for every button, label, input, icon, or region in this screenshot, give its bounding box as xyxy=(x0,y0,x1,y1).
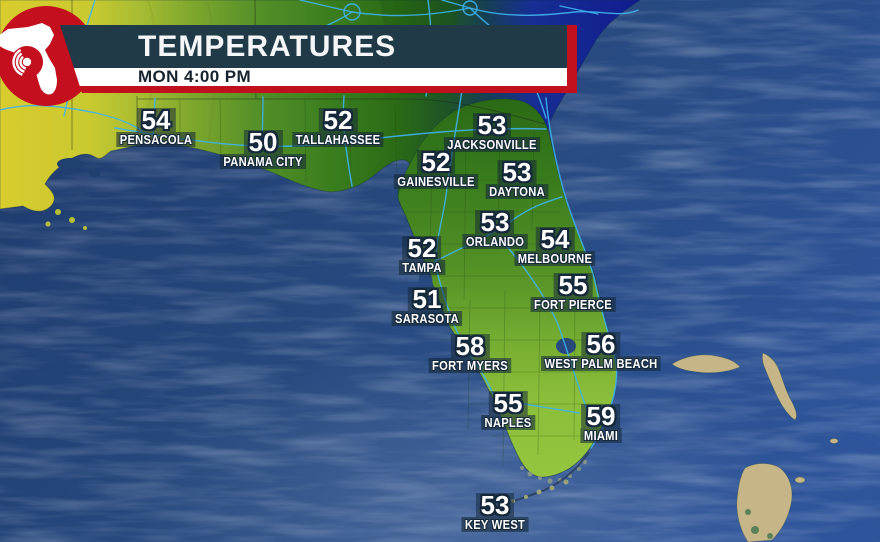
banner-title-row: TEMPERATURES xyxy=(60,25,567,68)
temp-value: 54 xyxy=(136,107,176,133)
city-label: JACKSONVILLE xyxy=(443,137,541,152)
temp-value: 53 xyxy=(472,112,512,138)
city-label: TAMPA xyxy=(398,260,446,275)
temp-value: 51 xyxy=(407,286,447,312)
temp-station-west-palm-beach: 56 WEST PALM BEACH xyxy=(531,331,670,371)
city-label: DAYTONA xyxy=(485,184,549,199)
page-title: TEMPERATURES xyxy=(138,29,397,63)
city-label: TALLAHASSEE xyxy=(292,132,384,147)
city-label: FORT MYERS xyxy=(428,358,512,373)
city-label: FORT PIERCE xyxy=(530,297,616,312)
banner-timestamp-row: MON 4:00 PM xyxy=(60,67,567,86)
city-label: KEY WEST xyxy=(461,517,529,532)
radar-icon-dot xyxy=(22,57,32,67)
temp-station-melbourne: 54 MELBOURNE xyxy=(508,226,602,266)
temp-value: 50 xyxy=(243,129,283,155)
city-label: MIAMI xyxy=(580,428,622,443)
temp-value: 59 xyxy=(581,403,621,429)
city-label: PANAMA CITY xyxy=(219,154,307,169)
title-banner: TEMPERATURES MON 4:00 PM xyxy=(60,25,577,93)
temp-value: 52 xyxy=(318,107,358,133)
temp-station-naples: 55 NAPLES xyxy=(477,390,540,430)
temp-station-tampa: 52 TAMPA xyxy=(395,235,449,275)
temp-station-panama-city: 50 PANAMA CITY xyxy=(213,129,313,169)
temp-value: 54 xyxy=(535,226,575,252)
temp-station-orlando: 53 ORLANDO xyxy=(457,209,533,249)
temp-value: 55 xyxy=(553,272,593,298)
delta-lakes xyxy=(45,158,101,230)
temp-station-gainesville: 52 GAINESVILLE xyxy=(387,149,485,189)
temp-station-jacksonville: 53 JACKSONVILLE xyxy=(436,112,548,152)
temp-station-key-west: 53 KEY WEST xyxy=(456,492,534,532)
temp-value: 52 xyxy=(416,149,456,175)
temp-station-pensacola: 54 PENSACOLA xyxy=(110,107,202,147)
temp-value: 56 xyxy=(581,331,621,357)
city-label: PENSACOLA xyxy=(116,132,196,147)
city-label: WEST PALM BEACH xyxy=(541,356,661,371)
temp-station-miami: 59 MIAMI xyxy=(577,403,625,443)
timestamp: MON 4:00 PM xyxy=(138,67,252,86)
temp-station-sarasota: 51 SARASOTA xyxy=(386,286,468,326)
radar-rings xyxy=(12,47,42,77)
temp-station-fort-pierce: 55 FORT PIERCE xyxy=(524,272,623,312)
city-label: ORLANDO xyxy=(462,234,528,249)
florida-radar-icon xyxy=(0,23,57,95)
temp-station-tallahassee: 52 TALLAHASSEE xyxy=(285,107,391,147)
city-label: NAPLES xyxy=(481,415,535,430)
temp-value: 53 xyxy=(497,159,537,185)
temp-value: 52 xyxy=(402,235,442,261)
city-label: MELBOURNE xyxy=(514,251,596,266)
temp-value: 53 xyxy=(475,209,515,235)
banner-red-underline xyxy=(60,86,567,93)
temp-value: 53 xyxy=(475,492,515,518)
temp-value: 55 xyxy=(488,390,528,416)
bahamas-islands xyxy=(671,352,839,542)
andros-vegetation xyxy=(745,509,773,539)
city-label: GAINESVILLE xyxy=(393,174,479,189)
temp-station-daytona: 53 DAYTONA xyxy=(481,159,554,199)
city-label: SARASOTA xyxy=(391,311,463,326)
temp-value: 58 xyxy=(450,333,490,359)
temp-station-fort-myers: 58 FORT MYERS xyxy=(422,333,518,373)
